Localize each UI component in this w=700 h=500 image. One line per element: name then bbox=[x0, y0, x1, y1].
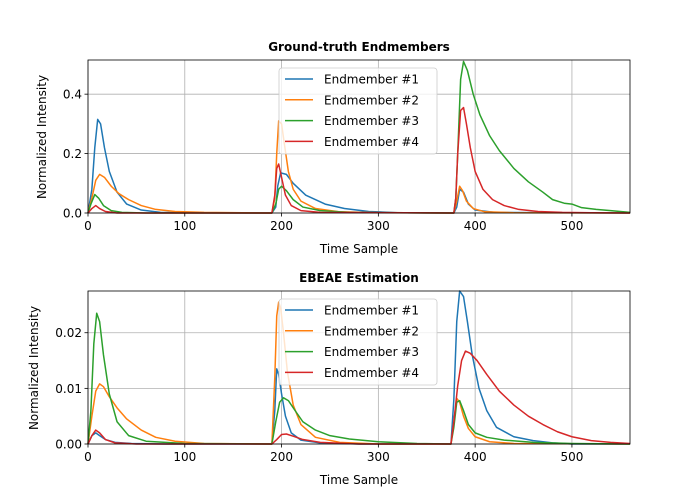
x-tick-label: 500 bbox=[560, 219, 583, 233]
legend-label-endmember-2: Endmember #2 bbox=[324, 324, 419, 338]
y-tick-label: 0.4 bbox=[63, 88, 82, 102]
x-axis-ticks: 0 100 200 300 400 500 bbox=[84, 444, 583, 464]
x-tick-label: 300 bbox=[367, 219, 390, 233]
legend-label-endmember-4: Endmember #4 bbox=[324, 135, 419, 149]
chart-title: EBEAE Estimation bbox=[299, 271, 419, 285]
y-tick-label: 0.0 bbox=[63, 207, 82, 221]
x-tick-label: 100 bbox=[173, 450, 196, 464]
y-axis-ticks: 0.0 0.2 0.4 bbox=[63, 88, 88, 221]
x-axis-label: Time Sample bbox=[319, 242, 398, 256]
x-tick-label: 0 bbox=[84, 450, 92, 464]
y-axis-label: Normalized Intensity bbox=[27, 306, 41, 430]
legend-box bbox=[278, 67, 438, 155]
x-tick-label: 200 bbox=[270, 219, 293, 233]
y-tick-label: 0.01 bbox=[55, 382, 82, 396]
legend-label-endmember-4: Endmember #4 bbox=[324, 366, 419, 380]
plot-frame bbox=[87, 59, 631, 214]
legend-box bbox=[278, 298, 438, 386]
y-axis-ticks: 0.00 0.01 0.02 bbox=[55, 326, 88, 452]
y-axis-label: Normalized Intensity bbox=[35, 75, 49, 199]
series-line-endmember-4 bbox=[87, 350, 631, 445]
x-tick-label: 200 bbox=[270, 450, 293, 464]
x-tick-label: 300 bbox=[367, 450, 390, 464]
plot-frame bbox=[87, 290, 631, 445]
x-tick-label: 500 bbox=[560, 450, 583, 464]
x-tick-label: 400 bbox=[464, 219, 487, 233]
legend-label-endmember-1: Endmember #1 bbox=[324, 304, 419, 318]
legend-label-endmember-1: Endmember #1 bbox=[324, 73, 419, 87]
legend: Endmember #1 Endmember #2 Endmember #3 Endm… bbox=[278, 298, 438, 386]
x-tick-label: 0 bbox=[84, 219, 92, 233]
legend-label-endmember-3: Endmember #3 bbox=[324, 345, 419, 359]
y-tick-label: 0.2 bbox=[63, 147, 82, 161]
x-axis-ticks: 0 100 200 300 400 500 bbox=[84, 213, 583, 233]
panel-ebeae-estimation: EBEAE Estimation 0 100 200 300 400 500 0.000.… bbox=[27, 271, 631, 487]
x-tick-label: 400 bbox=[464, 450, 487, 464]
y-tick-label: 0.00 bbox=[55, 438, 82, 452]
y-tick-label: 0.02 bbox=[55, 326, 82, 340]
legend-label-endmember-3: Endmember #3 bbox=[324, 114, 419, 128]
series-line-endmember-3 bbox=[87, 312, 631, 445]
legend: Endmember #1 Endmember #2 Endmember #3 Endm… bbox=[278, 67, 438, 155]
x-axis-label: Time Sample bbox=[319, 473, 398, 487]
x-tick-label: 100 bbox=[173, 219, 196, 233]
panel-ground-truth: Ground-truth Endmembers 0 100 200 300 400 500… bbox=[35, 40, 631, 256]
chart-title: Ground-truth Endmembers bbox=[268, 40, 450, 54]
legend-label-endmember-2: Endmember #2 bbox=[324, 93, 419, 107]
